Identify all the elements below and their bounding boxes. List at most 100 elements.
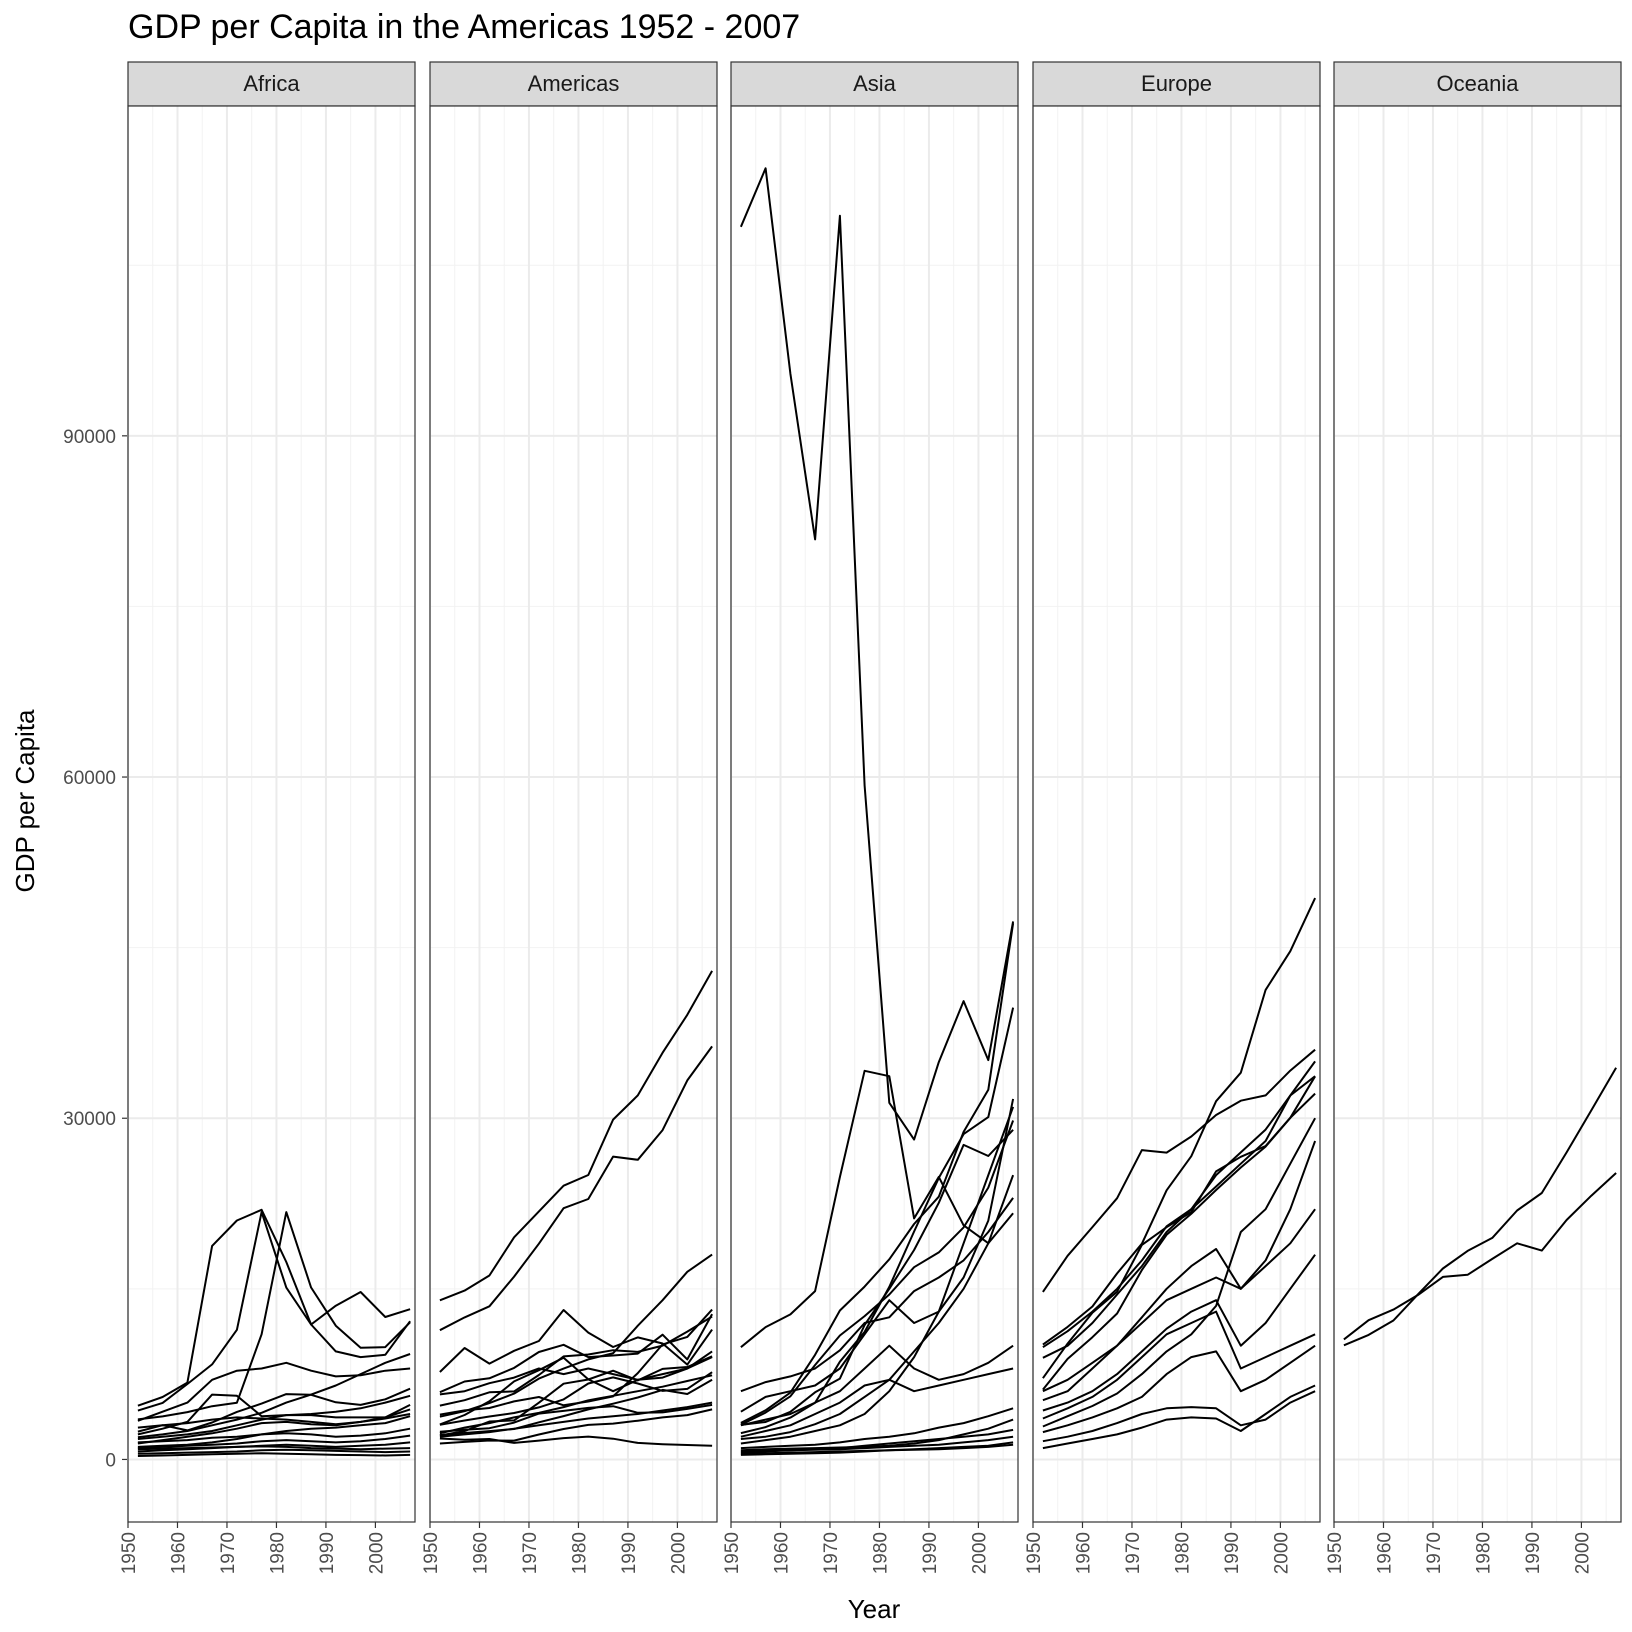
- series-line: [137, 1415, 411, 1448]
- series-line: [740, 1428, 1014, 1454]
- series-line: [439, 1371, 713, 1426]
- series-line: [137, 1434, 411, 1450]
- x-tick-label: 1960: [470, 1532, 491, 1574]
- x-tick-label: 1990: [619, 1532, 640, 1574]
- series-line: [439, 970, 713, 1302]
- series-line: [740, 1197, 1014, 1393]
- series-line: [439, 1435, 713, 1447]
- series-line: [1042, 1140, 1317, 1393]
- y-axis-title: GDP per Capita: [10, 709, 40, 893]
- series-line: [137, 1427, 411, 1444]
- series-line: [740, 1007, 1015, 1435]
- series-line: [740, 1129, 1014, 1426]
- y-tick-label: 30000: [63, 1109, 116, 1130]
- x-tick-label: 1990: [920, 1532, 941, 1574]
- x-tick-label: 1970: [520, 1532, 541, 1574]
- series-line: [1042, 1384, 1316, 1450]
- panel-border: [730, 105, 1019, 1523]
- series-line: [740, 1418, 1014, 1452]
- x-tick-label: 1970: [821, 1532, 842, 1574]
- y-tick-label: 0: [105, 1450, 116, 1471]
- series-line: [137, 1452, 411, 1457]
- series-line: [439, 1403, 713, 1433]
- facet-panel-europe: Europe 1950 1960 1970 1980 1990 2000: [1024, 61, 1321, 1574]
- series-line: [1042, 1060, 1316, 1349]
- x-tick-label: 1990: [1222, 1532, 1243, 1574]
- facet-strip-label: Asia: [853, 71, 897, 96]
- series-line: [137, 1208, 411, 1407]
- series-line: [740, 923, 1015, 1424]
- series-line: [439, 1408, 713, 1445]
- x-tick-label: 1980: [569, 1532, 590, 1574]
- x-tick-label: 1980: [267, 1532, 288, 1574]
- plot-background: [430, 106, 717, 1522]
- x-tick-label: 1950: [119, 1532, 140, 1574]
- series-line: [137, 1413, 411, 1429]
- x-tick-label: 1960: [1374, 1532, 1395, 1574]
- series-line: [739, 167, 1015, 1141]
- series-line: [1042, 1390, 1316, 1443]
- series-line: [137, 1445, 411, 1451]
- x-tick-label: 2000: [366, 1532, 387, 1574]
- y-tick-label: 60000: [63, 768, 116, 789]
- series-line: [439, 1045, 713, 1332]
- series-line: [439, 1356, 713, 1396]
- x-tick-label: 2000: [1572, 1532, 1593, 1574]
- series-line: [439, 1350, 713, 1426]
- facet-strip: [730, 61, 1019, 107]
- x-tick-label: 1950: [1024, 1532, 1045, 1574]
- series-line: [1042, 897, 1317, 1346]
- series-line: [740, 1106, 1015, 1445]
- x-tick-label: 2000: [1271, 1532, 1292, 1574]
- series-line: [439, 1374, 713, 1435]
- series-line: [137, 1353, 411, 1439]
- facet-strip-label: Africa: [243, 71, 300, 96]
- series-line: [137, 1441, 411, 1453]
- x-tick-label: 1980: [870, 1532, 891, 1574]
- series-line: [740, 1098, 1015, 1413]
- facet-panels: 0 30000 60000 90000 Africa 1950 1960 1970 1980 19…: [63, 61, 1622, 1574]
- series-line: [439, 1309, 713, 1373]
- series-line: [740, 1407, 1014, 1450]
- x-tick-label: 1990: [1523, 1532, 1544, 1574]
- x-tick-label: 1980: [1172, 1532, 1193, 1574]
- series-line: [137, 1211, 411, 1412]
- series-line: [137, 1211, 411, 1421]
- x-tick-label: 1950: [722, 1532, 743, 1574]
- series-line: [1042, 1344, 1316, 1434]
- facet-panel-asia: Asia 1950 1960 1970 1980 1990 2000: [722, 61, 1019, 1574]
- series-line: [740, 1174, 1015, 1440]
- facet-panel-oceania: Oceania 1950 1960 1970 1980 1990 2000: [1325, 61, 1622, 1574]
- series-line: [439, 1401, 713, 1438]
- y-axis: 0 30000 60000 90000: [63, 427, 128, 1471]
- facet-strip-label: Europe: [1141, 71, 1212, 96]
- x-tick-label: 1970: [1123, 1532, 1144, 1574]
- series-line: [740, 1441, 1014, 1456]
- series-line: [137, 1394, 411, 1440]
- x-axis-title: Year: [848, 1594, 901, 1624]
- series-line: [1042, 1117, 1316, 1428]
- series-line: [740, 1069, 1014, 1348]
- facet-strip: [1333, 61, 1622, 107]
- series-line: [1042, 1048, 1316, 1293]
- chart-title: GDP per Capita in the Americas 1952 - 20…: [128, 8, 800, 46]
- y-tick-label: 90000: [63, 427, 116, 448]
- x-tick-label: 2000: [668, 1532, 689, 1574]
- plot-background: [731, 106, 1018, 1522]
- plot-background: [1334, 106, 1621, 1522]
- x-tick-label: 2000: [969, 1532, 990, 1574]
- plot-background: [1033, 106, 1320, 1522]
- x-tick-label: 1950: [421, 1532, 442, 1574]
- panel-border: [429, 105, 718, 1523]
- facet-strip-label: Oceania: [1437, 71, 1520, 96]
- facet-strip: [127, 61, 416, 107]
- x-tick-label: 1970: [1424, 1532, 1445, 1574]
- x-tick-label: 1960: [771, 1532, 792, 1574]
- series-line: [1042, 1208, 1316, 1402]
- x-tick-label: 1990: [317, 1532, 338, 1574]
- facet-strip: [429, 61, 718, 107]
- series-line: [439, 1313, 713, 1394]
- series-line: [1042, 1075, 1316, 1391]
- panel-border: [127, 105, 416, 1523]
